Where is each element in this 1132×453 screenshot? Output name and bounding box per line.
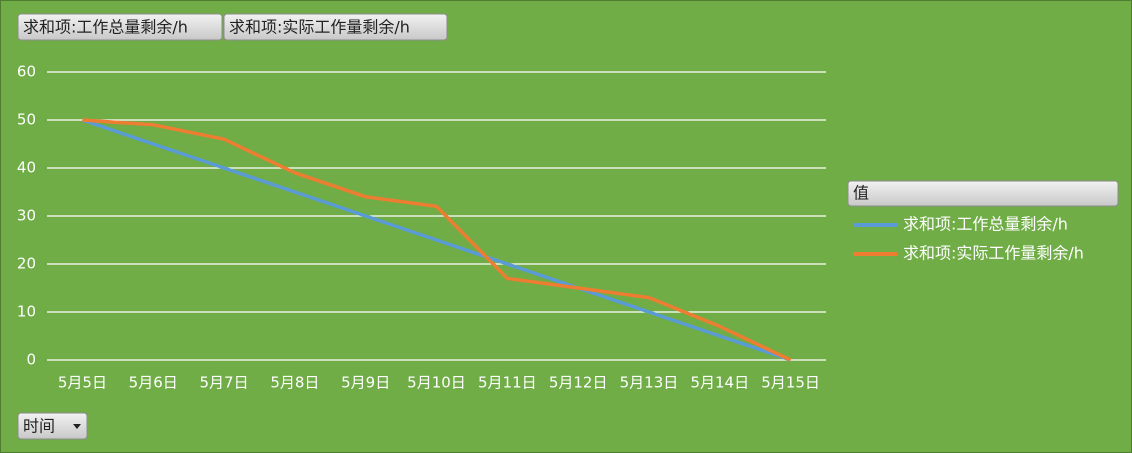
x-tick-label: 5月12日 (549, 374, 608, 392)
y-tick-label: 40 (17, 159, 36, 177)
x-tick-label: 5月15日 (761, 374, 820, 392)
series-line (82, 118, 792, 362)
legend-title-box (847, 180, 1119, 207)
x-tick-label: 5月10日 (407, 374, 466, 392)
legend-title: 值 (853, 184, 869, 203)
dropdown-arrow (73, 424, 81, 429)
axis-field-button-label: 时间 (23, 417, 55, 436)
x-tick-label: 5月11日 (478, 374, 537, 392)
x-tick-label: 5月14日 (690, 374, 749, 392)
y-tick-label: 0 (26, 351, 36, 369)
y-tick-label: 60 (17, 63, 36, 81)
x-tick-label: 5月9日 (341, 374, 390, 392)
y-tick-label: 50 (17, 111, 36, 129)
x-tick-label: 5月5日 (58, 374, 107, 392)
field-button[interactable] (223, 13, 448, 41)
series-line (81, 118, 792, 362)
field-button[interactable] (17, 13, 223, 41)
y-tick-label: 20 (17, 255, 36, 273)
x-tick-label: 5月6日 (129, 374, 178, 392)
x-tick-label: 5月13日 (620, 374, 679, 392)
legend-label[interactable]: 求和项:实际工作量剩余/h (903, 244, 1084, 263)
x-tick-label: 5月8日 (270, 374, 319, 392)
field-button-label: 求和项:工作总量剩余/h (23, 18, 188, 37)
y-tick-label: 10 (17, 303, 36, 321)
x-tick-label: 5月7日 (199, 374, 248, 392)
y-tick-label: 30 (17, 207, 36, 225)
field-button-label: 求和项:实际工作量剩余/h (229, 18, 410, 37)
axis-field-button[interactable] (17, 412, 88, 440)
legend-label[interactable]: 求和项:工作总量剩余/h (903, 215, 1068, 234)
